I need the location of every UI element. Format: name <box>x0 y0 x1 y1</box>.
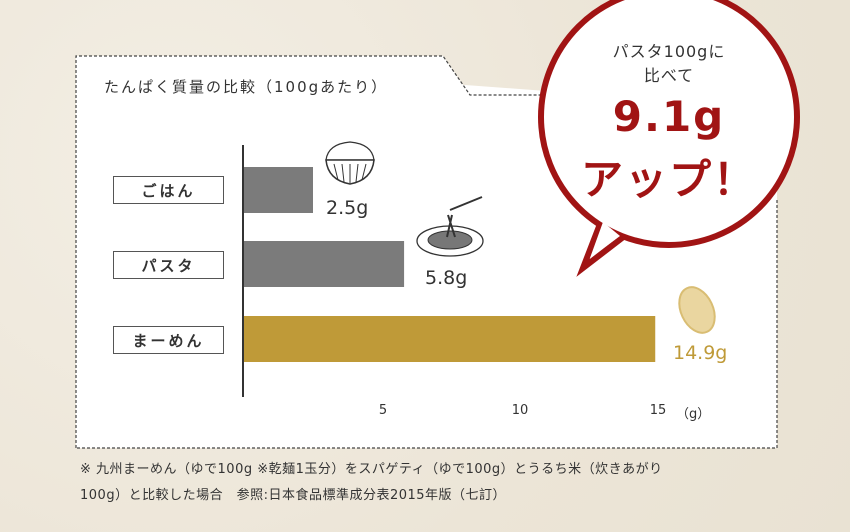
callout-line1: パスタ100gに <box>612 42 726 61</box>
x-tick-5: 5 <box>378 403 388 418</box>
rice-bowl-icon <box>325 141 375 185</box>
noodle-bundle-icon <box>678 286 716 334</box>
x-tick-10: 10 <box>511 403 529 418</box>
bar-maamen <box>244 316 656 362</box>
x-axis-unit: （g） <box>676 407 711 422</box>
chart-title: たんぱく質量の比較（100gあたり） <box>104 78 389 96</box>
footnote: ※ 九州まーめん（ゆで100g ※乾麺1玉分）をスパゲティ（ゆで100g）とうる… <box>80 457 800 509</box>
pasta-plate-icon <box>416 196 484 257</box>
speech-bubble <box>538 0 800 277</box>
value-label-pasta: 5.8g <box>425 267 468 289</box>
category-label-gohan: ごはん <box>113 176 224 204</box>
x-tick-15: 15 <box>649 403 667 418</box>
value-label-maamen: 14.9g <box>673 342 728 364</box>
footnote-line1: ※ 九州まーめん（ゆで100g ※乾麺1玉分）をスパゲティ（ゆで100g）とうる… <box>80 462 663 477</box>
category-label-maamen: まーめん <box>113 326 224 354</box>
callout-line2: 比べて <box>643 66 695 85</box>
value-label-gohan: 2.5g <box>326 197 369 219</box>
callout-highlight-amount: 9.1g <box>612 92 726 141</box>
footnote-line2: 100g）と比較した場合 参照:日本食品標準成分表2015年版（七訂） <box>80 488 507 503</box>
panel-dashed-border <box>75 55 778 449</box>
bar-gohan <box>244 167 313 213</box>
bar-pasta <box>244 241 405 287</box>
callout-highlight-up: アップ！ <box>580 155 757 204</box>
category-label-pasta: パスタ <box>113 251 224 279</box>
